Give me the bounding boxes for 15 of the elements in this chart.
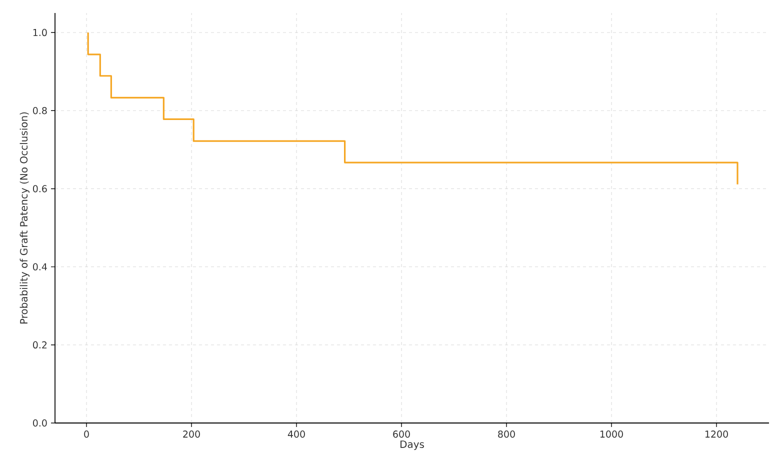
x-tick-label: 600 [393, 430, 410, 438]
y-axis-title: Probability of Graft Patency (No Occlusion) [20, 112, 30, 324]
y-tick-label: 0.4 [32, 263, 47, 270]
x-tick-label: 0 [84, 430, 89, 438]
y-tick-label: 0.0 [32, 419, 47, 427]
y-tick-label: 0.6 [32, 185, 47, 192]
y-tick-label: 0.2 [32, 341, 47, 349]
x-tick-label: 200 [183, 430, 200, 438]
x-axis-title: Days [400, 440, 424, 450]
x-tick-label: 400 [288, 430, 305, 438]
x-tick-label: 800 [498, 430, 515, 438]
y-tick-label: 1.0 [33, 28, 47, 36]
x-tick-label: 1000 [600, 430, 623, 438]
x-tick-label: 1200 [705, 430, 728, 438]
y-tick-label: 0.8 [32, 107, 47, 114]
